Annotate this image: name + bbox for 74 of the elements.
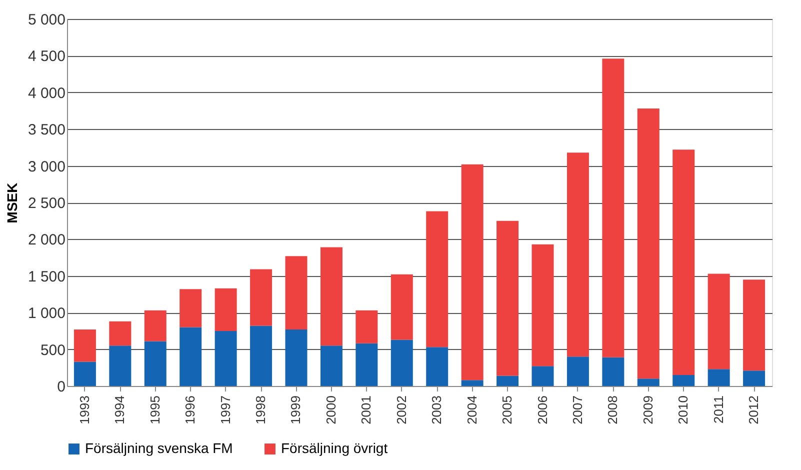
y-tick-label: 2 000 — [28, 232, 66, 249]
bar — [74, 329, 96, 362]
bar — [566, 152, 589, 357]
y-tick-label: 0 — [57, 378, 66, 396]
y-tick-label: 3 000 — [28, 158, 66, 176]
bar — [390, 340, 413, 386]
bar — [743, 370, 766, 386]
bar — [320, 247, 342, 346]
bar — [214, 288, 237, 331]
bar — [214, 330, 237, 386]
x-tick-label: 1998 — [253, 396, 268, 424]
bar — [250, 326, 272, 386]
x-tick-label: 1999 — [288, 396, 304, 424]
bar — [180, 327, 202, 386]
bar — [496, 376, 519, 386]
x-tick-label: 2008 — [605, 396, 620, 424]
y-tick-label: 2 500 — [28, 195, 66, 212]
x-tick-label: 2006 — [534, 396, 550, 424]
x-tick-label: 2001 — [358, 396, 374, 424]
bar — [602, 58, 624, 358]
bar — [390, 274, 413, 340]
bar — [566, 356, 589, 386]
x-tick-label: 2007 — [570, 396, 585, 424]
x-tick-label: 2002 — [394, 396, 409, 424]
x-tick-label: 1993 — [76, 396, 92, 424]
x-tick-label: 2011 — [710, 396, 726, 424]
x-tick-label: 1994 — [112, 396, 128, 424]
x-tick-label: 2005 — [500, 396, 515, 424]
bar — [461, 164, 484, 380]
x-tick-label: 1997 — [218, 396, 233, 424]
bar — [532, 366, 554, 386]
bar — [144, 341, 166, 386]
y-tick-label: 4 500 — [28, 48, 66, 66]
bar — [672, 374, 695, 386]
bar — [426, 347, 448, 386]
x-tick-label: 2010 — [676, 396, 691, 424]
x-tick-label: 2012 — [746, 396, 762, 424]
y-tick-label: 3 500 — [28, 122, 66, 139]
bar — [356, 343, 378, 386]
y-axis-title: MSEK — [4, 182, 20, 224]
x-tick-label: 1996 — [182, 396, 198, 424]
bar — [285, 329, 308, 386]
bar — [356, 310, 378, 344]
bar — [637, 108, 660, 379]
bar — [144, 310, 166, 342]
y-tick-label: 5 000 — [28, 12, 66, 28]
bar — [708, 369, 730, 386]
y-tick-label: 1 500 — [28, 268, 66, 286]
legend-label: Försäljning övrigt — [281, 440, 388, 456]
bar — [708, 274, 730, 370]
bar — [250, 269, 272, 326]
bar — [602, 357, 624, 386]
legend-label: Försäljning svenska FM — [85, 440, 233, 456]
bar — [285, 256, 308, 330]
bar — [637, 378, 660, 386]
bar — [109, 346, 132, 386]
bar — [672, 150, 695, 375]
y-tick-label: 500 — [40, 342, 66, 359]
x-tick-label: 2003 — [429, 396, 444, 424]
bar — [109, 321, 132, 346]
bar — [180, 289, 202, 328]
bar — [461, 380, 484, 386]
x-tick-label: 2000 — [323, 396, 338, 424]
x-tick-label: 2004 — [464, 396, 480, 424]
bar — [532, 244, 554, 366]
bar — [743, 280, 766, 371]
bar — [426, 211, 448, 348]
y-tick-label: 1 000 — [28, 305, 66, 322]
x-tick-label: 1995 — [147, 396, 162, 424]
bar — [74, 362, 96, 386]
y-tick-label: 4 000 — [28, 84, 66, 102]
bar — [496, 220, 519, 376]
bar — [320, 346, 342, 386]
x-tick-label: 2009 — [640, 396, 656, 424]
